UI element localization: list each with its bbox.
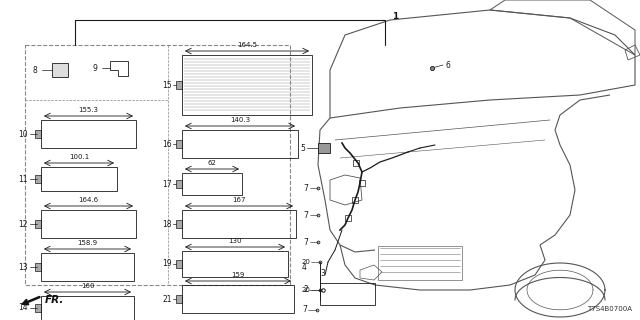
Text: 158.9: 158.9 xyxy=(77,240,97,246)
Text: 18: 18 xyxy=(163,220,172,228)
Text: 7: 7 xyxy=(303,183,308,193)
Bar xyxy=(182,173,242,195)
Text: 4: 4 xyxy=(302,263,307,273)
Bar xyxy=(35,304,41,312)
Text: 2: 2 xyxy=(303,285,308,294)
Text: 10: 10 xyxy=(19,130,28,139)
Text: 16: 16 xyxy=(163,140,172,148)
Text: 7: 7 xyxy=(302,306,307,315)
Bar xyxy=(35,175,41,183)
Text: 21: 21 xyxy=(163,294,172,303)
Bar xyxy=(182,285,294,313)
Text: 6: 6 xyxy=(445,60,450,69)
Text: 14: 14 xyxy=(19,303,28,313)
Bar xyxy=(41,210,136,238)
Bar xyxy=(41,120,136,148)
Bar xyxy=(345,215,351,221)
Bar xyxy=(176,140,182,148)
Text: 7: 7 xyxy=(303,237,308,246)
Bar xyxy=(320,283,375,305)
Bar xyxy=(176,260,182,268)
Bar xyxy=(378,246,462,280)
Bar xyxy=(318,143,330,153)
Bar xyxy=(35,263,41,271)
Text: 167: 167 xyxy=(232,197,246,203)
Bar xyxy=(359,180,365,186)
Text: 1: 1 xyxy=(392,12,398,20)
Text: 12: 12 xyxy=(19,220,28,228)
Text: 11: 11 xyxy=(19,174,28,183)
Text: 20: 20 xyxy=(301,287,310,293)
Text: 20: 20 xyxy=(301,259,310,265)
Bar xyxy=(35,130,41,138)
Bar xyxy=(176,220,182,228)
Text: FR.: FR. xyxy=(45,295,65,305)
Text: 8: 8 xyxy=(33,66,37,75)
Bar xyxy=(176,180,182,188)
Text: 130: 130 xyxy=(228,238,242,244)
Text: 15: 15 xyxy=(163,81,172,90)
Bar xyxy=(41,253,134,281)
Text: 140.3: 140.3 xyxy=(230,117,250,123)
Bar xyxy=(41,167,117,191)
Text: 5: 5 xyxy=(300,143,305,153)
Bar xyxy=(352,197,358,203)
Text: 9: 9 xyxy=(93,63,97,73)
Text: 160: 160 xyxy=(81,283,94,289)
Text: 19: 19 xyxy=(163,260,172,268)
Text: 13: 13 xyxy=(19,262,28,271)
Text: T7S4B0700A: T7S4B0700A xyxy=(587,306,632,312)
Bar xyxy=(182,251,288,277)
Bar xyxy=(182,130,298,158)
Bar xyxy=(35,220,41,228)
Bar xyxy=(176,295,182,303)
Text: 155.3: 155.3 xyxy=(79,107,99,113)
Bar xyxy=(52,63,68,77)
Bar xyxy=(41,296,134,320)
Bar xyxy=(182,55,312,115)
Text: 159: 159 xyxy=(231,272,244,278)
Text: 7: 7 xyxy=(303,211,308,220)
Text: 62: 62 xyxy=(207,160,216,166)
Bar xyxy=(353,160,359,166)
Text: 100.1: 100.1 xyxy=(69,154,89,160)
Bar xyxy=(182,210,296,238)
Text: 3: 3 xyxy=(320,269,325,278)
Bar xyxy=(25,45,290,285)
Bar xyxy=(176,81,182,89)
Text: 164.5: 164.5 xyxy=(237,42,257,48)
Text: 17: 17 xyxy=(163,180,172,188)
Text: 164.6: 164.6 xyxy=(79,197,99,203)
